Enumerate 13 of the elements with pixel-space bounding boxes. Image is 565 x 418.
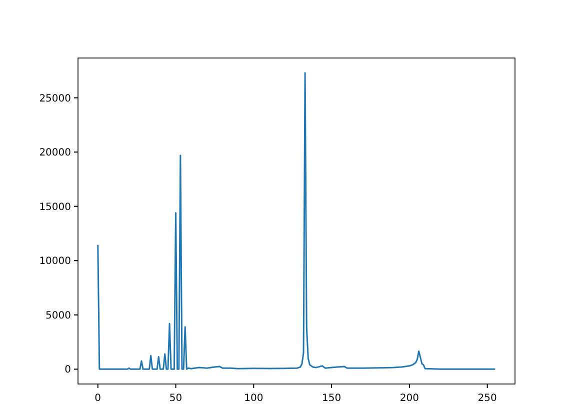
y-tick-label: 25000 <box>39 93 71 104</box>
y-tick-label: 15000 <box>39 202 71 213</box>
x-tick-label: 0 <box>94 393 102 404</box>
y-tick-label: 5000 <box>46 310 71 322</box>
line-series <box>97 72 496 370</box>
y-tick-label: 20000 <box>39 148 71 159</box>
y-tick-label: 10000 <box>39 256 71 268</box>
x-tick-label: 250 <box>478 393 497 404</box>
x-tick-label: 50 <box>169 393 182 404</box>
x-tick-label: 100 <box>244 393 264 404</box>
x-tick-label: 200 <box>400 393 419 404</box>
x-tick-label: 150 <box>322 393 342 404</box>
y-tick-label: 0 <box>64 364 71 376</box>
